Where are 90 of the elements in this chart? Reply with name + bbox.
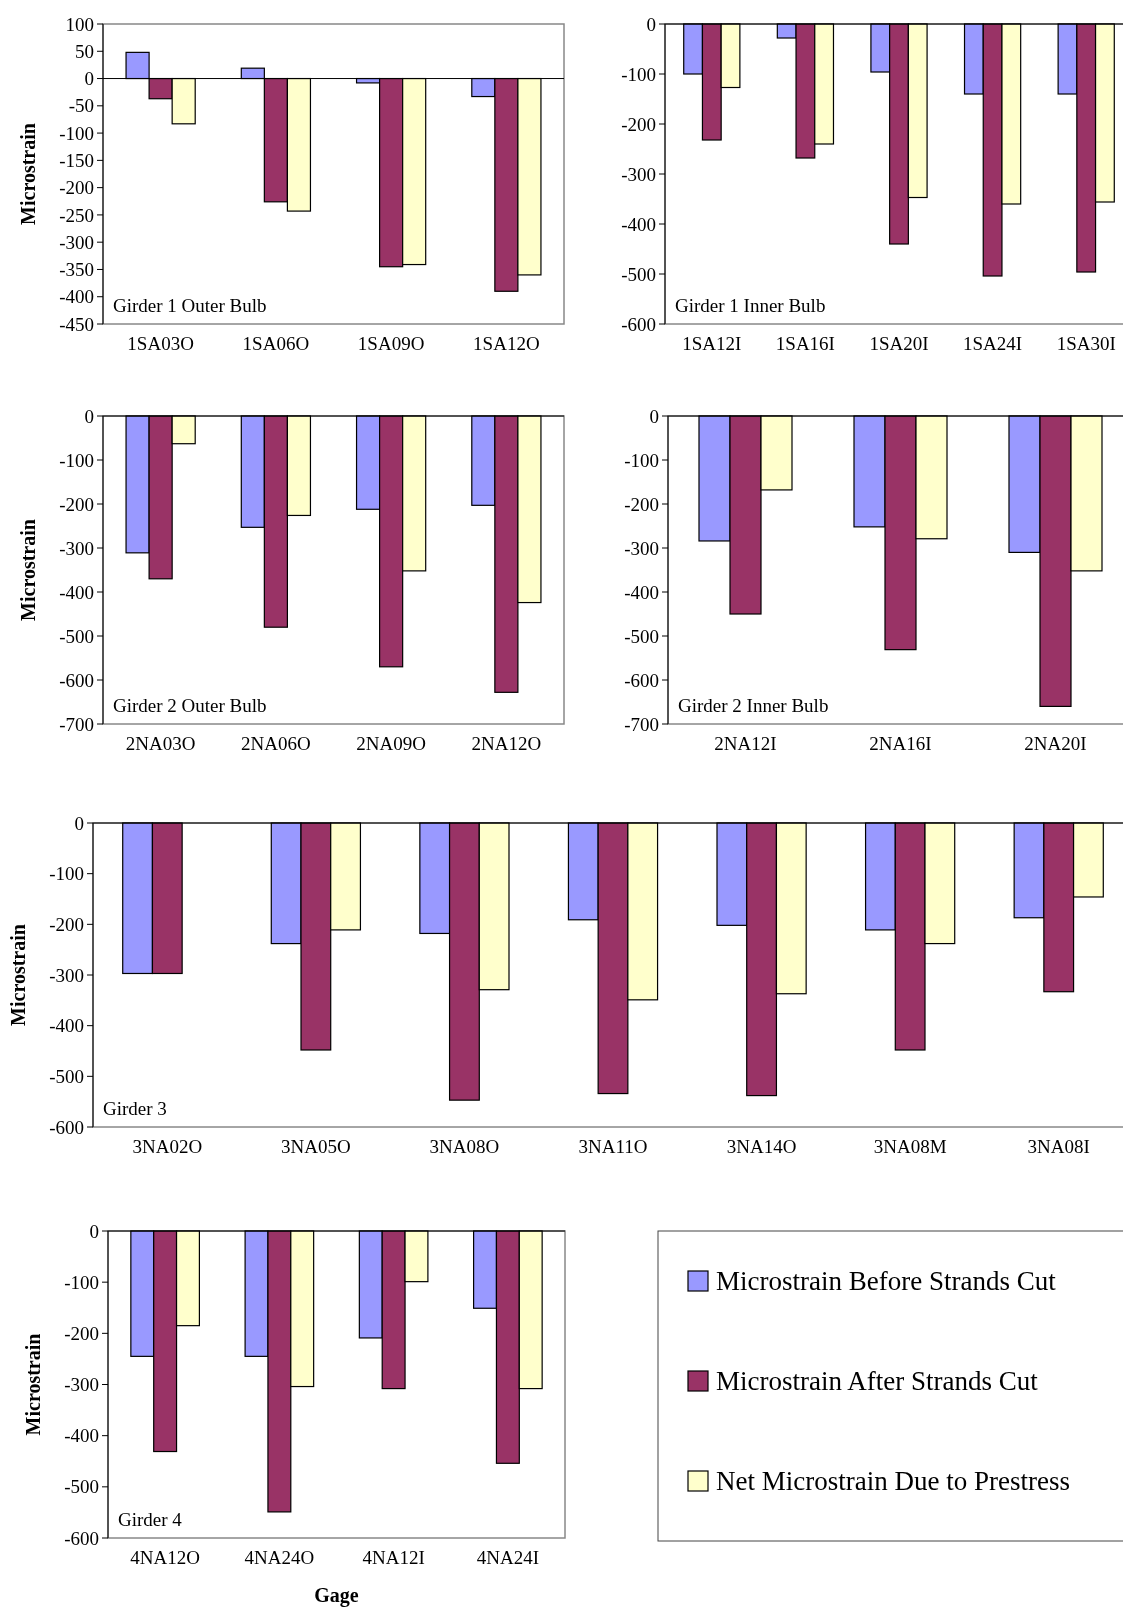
y-tick-label: -300 [64,1374,99,1396]
text: Girder 1 Outer Bulb [113,295,267,316]
x-tick-label: 1SA20I [869,333,929,354]
x-tick-label: 1SA24I [963,333,1023,354]
y-tick-label: 0 [649,405,659,427]
y-tick-label: -400 [621,213,656,235]
y-tick-label: -500 [621,263,656,285]
y-axis-title: Microstrain [7,924,29,1026]
x-tick-label: 2NA12I [714,733,777,754]
x-tick-label: 4NA24I [476,1547,540,1568]
y-tick-label: -600 [64,1527,99,1549]
y-tick-label: -100 [59,449,94,471]
y-tick-label: -400 [64,1425,99,1447]
text: Girder 4 [118,1509,183,1530]
x-axis-title: Gage [314,1584,359,1607]
legend-label: Net Microstrain Due to Prestress [716,1466,1070,1497]
text: Girder 2 Outer Bulb [113,695,267,716]
x-tick-label: 1SA06O [242,333,310,354]
x-tick-label: 3NA08O [429,1136,500,1157]
x-tick-label: 3NA11O [578,1136,648,1157]
y-tick-label: -200 [64,1322,99,1344]
y-tick-label: -100 [624,449,659,471]
y-axis-title: Microstrain [22,1333,44,1436]
y-tick-label: 0 [84,68,94,90]
x-tick-label: 2NA03O [125,733,196,754]
y-tick-label: -200 [59,493,94,515]
y-tick-label: -700 [59,713,94,735]
y-tick-label: -600 [49,1116,84,1138]
y-tick-label: -200 [49,913,84,935]
y-tick-label: -300 [49,964,84,986]
legend-label: Microstrain After Strands Cut [716,1366,1039,1397]
x-tick-label: 1SA30I [1056,333,1116,354]
x-tick-label: 2NA06O [241,733,311,754]
x-tick-label: 3NA14O [726,1136,797,1157]
y-tick-label: 50 [75,40,94,62]
y-tick-label: -500 [59,625,94,647]
x-tick-label: 1SA12O [473,333,540,354]
x-tick-label: 3NA08M [873,1136,947,1157]
x-tick-label: 4NA12I [362,1547,425,1568]
y-tick-label: -450 [59,313,94,335]
y-tick-label: -300 [624,537,659,559]
y-tick-label: -350 [59,259,94,281]
y-tick-label: -200 [624,493,659,515]
x-tick-label: 3NA02O [132,1136,203,1157]
x-tick-label: 1SA12I [682,333,742,354]
y-tick-label: -300 [59,537,94,559]
y-tick-label: 0 [84,405,94,427]
y-tick-label: 0 [74,812,84,834]
y-tick-label: -300 [621,163,656,185]
x-tick-label: 2NA20I [1024,733,1087,754]
y-tick-label: -700 [624,713,659,735]
y-tick-label: -300 [59,231,94,253]
x-tick-label: 2NA16I [869,733,932,754]
y-tick-label: -100 [621,63,656,85]
y-tick-label: -200 [621,113,656,135]
y-tick-label: -600 [624,669,659,691]
text: Girder 3 [103,1098,167,1119]
y-tick-label: -50 [68,95,94,117]
y-axis-title: Microstrain [17,123,39,225]
x-tick-label: 1SA16I [775,333,835,354]
text: Girder 2 Inner Bulb [678,695,829,716]
legend-label: Microstrain Before Strands Cut [716,1266,1057,1297]
x-tick-label: 3NA05O [281,1136,351,1157]
y-tick-label: -200 [59,177,94,199]
y-tick-label: -500 [64,1476,99,1498]
text: Girder 1 Inner Bulb [675,295,826,316]
y-tick-label: -600 [59,669,94,691]
y-tick-label: -500 [49,1065,84,1087]
y-tick-label: -400 [59,286,94,308]
x-tick-label: 2NA12O [471,733,542,754]
y-tick-label: 0 [646,13,656,35]
y-tick-label: -150 [59,150,94,172]
y-tick-label: -100 [49,863,84,885]
y-tick-label: -400 [624,581,659,603]
y-tick-label: -500 [624,625,659,647]
y-tick-label: -400 [59,581,94,603]
x-tick-label: 1SA09O [357,333,425,354]
y-tick-label: -100 [64,1271,99,1293]
x-tick-label: 4NA12O [130,1547,200,1568]
y-tick-label: -250 [59,204,94,226]
x-tick-label: 1SA03O [127,333,194,354]
y-tick-label: -100 [59,122,94,144]
y-axis-title: Microstrain [17,519,39,621]
y-tick-label: -400 [49,1015,84,1037]
x-tick-label: 3NA08I [1027,1136,1090,1157]
y-tick-label: 100 [65,13,94,35]
x-tick-label: 4NA24O [244,1547,315,1568]
y-tick-label: 0 [89,1220,99,1242]
y-tick-label: -600 [621,313,656,335]
x-tick-label: 2NA09O [356,733,426,754]
